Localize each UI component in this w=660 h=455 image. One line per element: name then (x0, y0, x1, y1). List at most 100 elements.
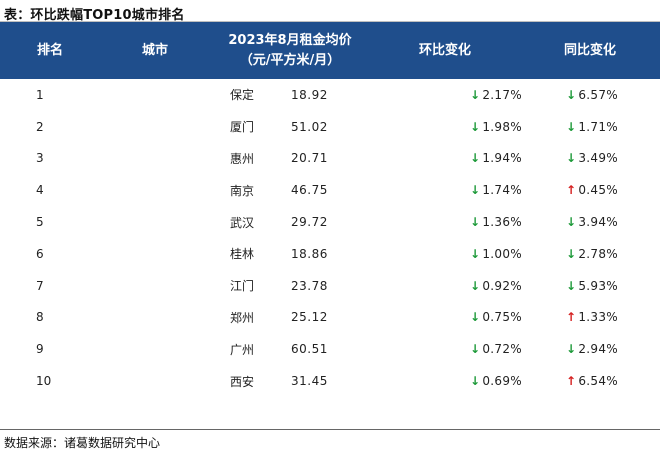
arrow-down-icon: ↓ (470, 342, 481, 357)
cell-city: 厦门 (100, 111, 254, 143)
cell-rank-value: 8 (36, 310, 44, 325)
cell-yoy-value: 3.49% (578, 151, 618, 166)
footer-divider (0, 429, 660, 430)
cell-rank: 7 (0, 270, 100, 302)
cell-city: 武汉 (100, 206, 254, 238)
header-rent-line2: （元/平方米/月） (239, 52, 341, 68)
cell-rank: 9 (0, 333, 100, 365)
cell-city-value: 郑州 (230, 310, 255, 325)
arrow-down-icon: ↓ (470, 183, 481, 198)
cell-rank: 8 (0, 302, 100, 334)
cell-yoy-value: 2.78% (578, 246, 618, 261)
cell-rent-value: 20.71 (291, 151, 328, 166)
cell-rank: 1 (0, 79, 100, 111)
arrow-down-icon: ↓ (566, 342, 577, 357)
cell-rent: 60.51 (210, 333, 370, 365)
arrow-down-icon: ↓ (566, 119, 577, 134)
cell-rank-value: 9 (36, 342, 44, 357)
arrow-down-icon: ↓ (470, 278, 481, 293)
cell-yoy-value: 3.94% (578, 215, 618, 230)
arrow-down-icon: ↓ (470, 246, 481, 261)
cell-mom: ↓ 0.69% (370, 365, 522, 397)
header-mom: 环比变化 (418, 42, 471, 58)
arrow-down-icon: ↓ (470, 215, 481, 230)
cell-rent-value: 46.75 (291, 183, 328, 198)
cell-rent-value: 29.72 (291, 215, 328, 230)
cell-rank-value: 2 (36, 119, 44, 134)
header-rent-line1: 2023年8月租金均价 (228, 32, 352, 48)
cell-mom-value: 2.17% (482, 87, 522, 102)
header-rank: 排名 (36, 42, 63, 58)
table-row: 3 惠州 20.71 ↓ 1.94% ↓ 3.49% (0, 143, 660, 175)
arrow-down-icon: ↓ (566, 246, 577, 261)
cell-rent: 31.45 (210, 365, 370, 397)
cell-city: 江门 (100, 270, 254, 302)
header-city: 城市 (141, 42, 168, 58)
cell-rank: 5 (0, 206, 100, 238)
cell-yoy: ↓ 5.93% (520, 270, 660, 302)
cell-city-value: 武汉 (230, 215, 255, 230)
cell-mom: ↓ 1.98% (370, 111, 522, 143)
arrow-down-icon: ↓ (470, 374, 481, 389)
cell-yoy: ↓ 1.71% (520, 111, 660, 143)
arrow-down-icon: ↓ (470, 119, 481, 134)
cell-city: 西安 (100, 365, 254, 397)
cell-mom: ↓ 1.74% (370, 174, 522, 206)
cell-yoy-value: 5.93% (578, 278, 618, 293)
cell-yoy-value: 2.94% (578, 342, 618, 357)
table-body: 1 保定 18.92 ↓ 2.17% ↓ 6.57% 2 厦门 51.02 ↓ 1.98% ↓ 1.71%… (0, 79, 660, 397)
cell-rank-value: 4 (36, 183, 44, 198)
cell-yoy: ↑ 6.54% (520, 365, 660, 397)
title-divider (0, 21, 660, 22)
cell-rank-value: 6 (36, 246, 44, 261)
cell-mom-value: 1.98% (482, 119, 522, 134)
arrow-up-icon: ↑ (566, 374, 577, 389)
table-header-row: 排名 城市 2023年8月租金均价 （元/平方米/月） 环比变化 同比变化 (0, 22, 660, 79)
table-row: 9 广州 60.51 ↓ 0.72% ↓ 2.94% (0, 333, 660, 365)
rent-ranking-table: 排名 城市 2023年8月租金均价 （元/平方米/月） 环比变化 同比变化 1 保… (0, 22, 660, 397)
cell-rank-value: 10 (36, 374, 52, 389)
cell-city-value: 惠州 (230, 151, 255, 166)
cell-rent: 18.86 (210, 238, 370, 270)
cell-city-value: 江门 (230, 279, 255, 294)
arrow-down-icon: ↓ (470, 310, 481, 325)
cell-rent-value: 18.92 (291, 87, 328, 102)
cell-rank: 6 (0, 238, 100, 270)
cell-rent-value: 31.45 (291, 374, 328, 389)
cell-city-value: 西安 (230, 374, 255, 389)
arrow-up-icon: ↑ (566, 310, 577, 325)
cell-rent-value: 60.51 (291, 342, 328, 357)
cell-mom-value: 0.75% (482, 310, 522, 325)
table-row: 8 郑州 25.12 ↓ 0.75% ↑ 1.33% (0, 302, 660, 334)
arrow-down-icon: ↓ (470, 87, 481, 102)
table-row: 4 南京 46.75 ↓ 1.74% ↑ 0.45% (0, 174, 660, 206)
header-rent: 2023年8月租金均价 （元/平方米/月） (210, 22, 370, 79)
cell-rent: 23.78 (210, 270, 370, 302)
cell-rank-value: 3 (36, 151, 44, 166)
cell-yoy-value: 1.71% (578, 119, 618, 134)
arrow-up-icon: ↑ (566, 183, 577, 198)
cell-rank: 2 (0, 111, 100, 143)
header-yoy: 同比变化 (563, 42, 616, 58)
arrow-down-icon: ↓ (566, 278, 577, 293)
cell-rank: 4 (0, 174, 100, 206)
cell-rent: 18.92 (210, 79, 370, 111)
cell-yoy: ↓ 3.94% (520, 206, 660, 238)
cell-mom: ↓ 0.75% (370, 302, 522, 334)
cell-rank: 3 (0, 143, 100, 175)
table-row: 1 保定 18.92 ↓ 2.17% ↓ 6.57% (0, 79, 660, 111)
arrow-down-icon: ↓ (566, 151, 577, 166)
cell-mom-value: 0.72% (482, 342, 522, 357)
table-row: 10 西安 31.45 ↓ 0.69% ↑ 6.54% (0, 365, 660, 397)
table-row: 5 武汉 29.72 ↓ 1.36% ↓ 3.94% (0, 206, 660, 238)
cell-rent: 25.12 (210, 302, 370, 334)
cell-mom-value: 0.69% (482, 374, 522, 389)
cell-mom-value: 1.94% (482, 151, 522, 166)
cell-city-value: 南京 (230, 183, 255, 198)
cell-yoy: ↓ 2.94% (520, 333, 660, 365)
cell-rent-value: 51.02 (291, 119, 328, 134)
cell-rank-value: 1 (36, 87, 44, 102)
cell-city: 保定 (100, 79, 254, 111)
cell-mom: ↓ 0.92% (370, 270, 522, 302)
cell-city-value: 厦门 (230, 120, 255, 135)
